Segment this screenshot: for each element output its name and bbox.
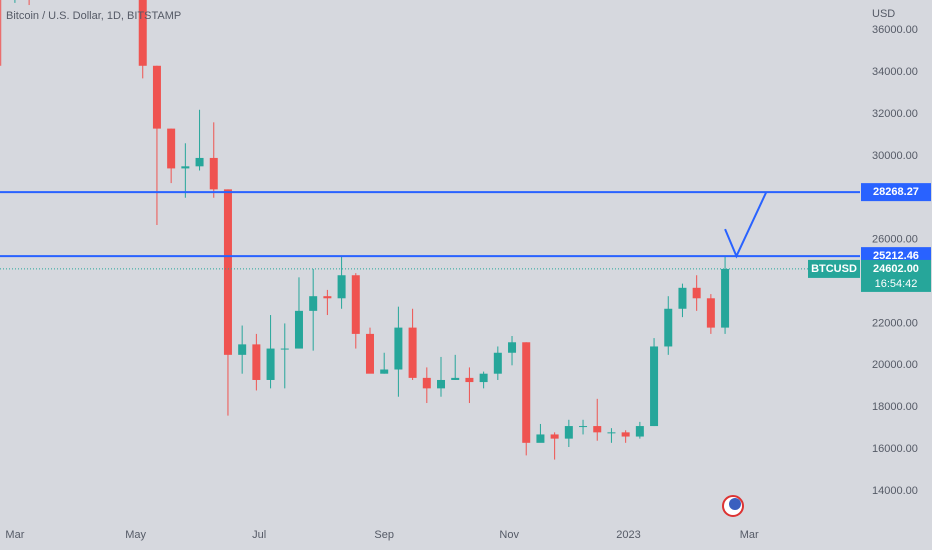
level-label: 25212.46 [873,250,919,262]
y-tick-label: 26000.00 [872,234,918,246]
candle-body [294,310,303,349]
y-tick-label: 16000.00 [872,443,918,455]
y-tick-label: 36000.00 [872,24,918,36]
candle-body [167,128,176,169]
candle-body [252,344,261,380]
candle-body [195,157,204,167]
last-price-box [861,259,931,292]
candle-body [437,379,446,389]
candle-body [678,287,687,309]
candle-body [579,426,588,428]
x-tick-label: 2023 [616,529,640,541]
candle-body [479,373,488,383]
y-tick-label: 18000.00 [872,401,918,413]
candle-body [181,166,190,169]
candle-body [280,348,289,350]
candle-body [465,377,474,383]
y-tick-label: 22000.00 [872,317,918,329]
countdown-label: 16:54:42 [875,278,918,290]
y-tick-label: 14000.00 [872,485,918,497]
candle-body [451,377,460,380]
candle-body [664,308,673,347]
x-tick-label: May [125,529,146,541]
last-price-label: 24602.00 [873,263,919,275]
candle-body [650,346,659,427]
candle-body [266,348,275,380]
x-tick-label: Jul [252,529,266,541]
candle-body [223,189,232,355]
level-label-box [861,183,931,202]
x-tick-label: Nov [499,529,519,541]
candle-body [152,65,161,129]
plot-area [0,0,768,460]
candle-body [238,344,247,355]
candle-body [380,369,389,374]
candle-body [138,0,147,66]
candle-body [564,426,573,439]
candle-body [522,342,531,443]
candle-body [550,434,559,439]
candle-body [692,287,701,299]
candle-body [536,434,545,443]
candle-body [337,275,346,299]
x-tick-label: Mar [5,529,24,541]
chart-title: Bitcoin / U.S. Dollar, 1D, BITSTAMP [6,10,181,22]
candle-body [351,275,360,334]
candle-body [365,333,374,374]
y-tick-label: 20000.00 [872,359,918,371]
y-tick-label: 30000.00 [872,150,918,162]
symbol-box [808,259,860,278]
candle-body [323,296,332,299]
symbol-label: BTCUSD [811,263,857,275]
candle-body [721,268,730,328]
currency-label: USD [872,8,895,20]
candle-body [209,157,218,190]
candle-body [408,327,417,378]
candle-body [309,296,318,311]
y-tick-label: 34000.00 [872,66,918,78]
candle-body [508,342,517,353]
x-tick-label: Sep [374,529,394,541]
candle-body [493,352,502,374]
candle-body [422,377,431,389]
candle-body [607,432,616,434]
candle-body [706,298,715,328]
candle-body [621,432,630,437]
candle-body [394,327,403,370]
candle-body [593,426,602,433]
logo [722,495,744,517]
x-tick-label: Mar [740,529,759,541]
candle-body [635,426,644,437]
y-tick-label: 32000.00 [872,108,918,120]
level-label: 28268.27 [873,186,919,198]
